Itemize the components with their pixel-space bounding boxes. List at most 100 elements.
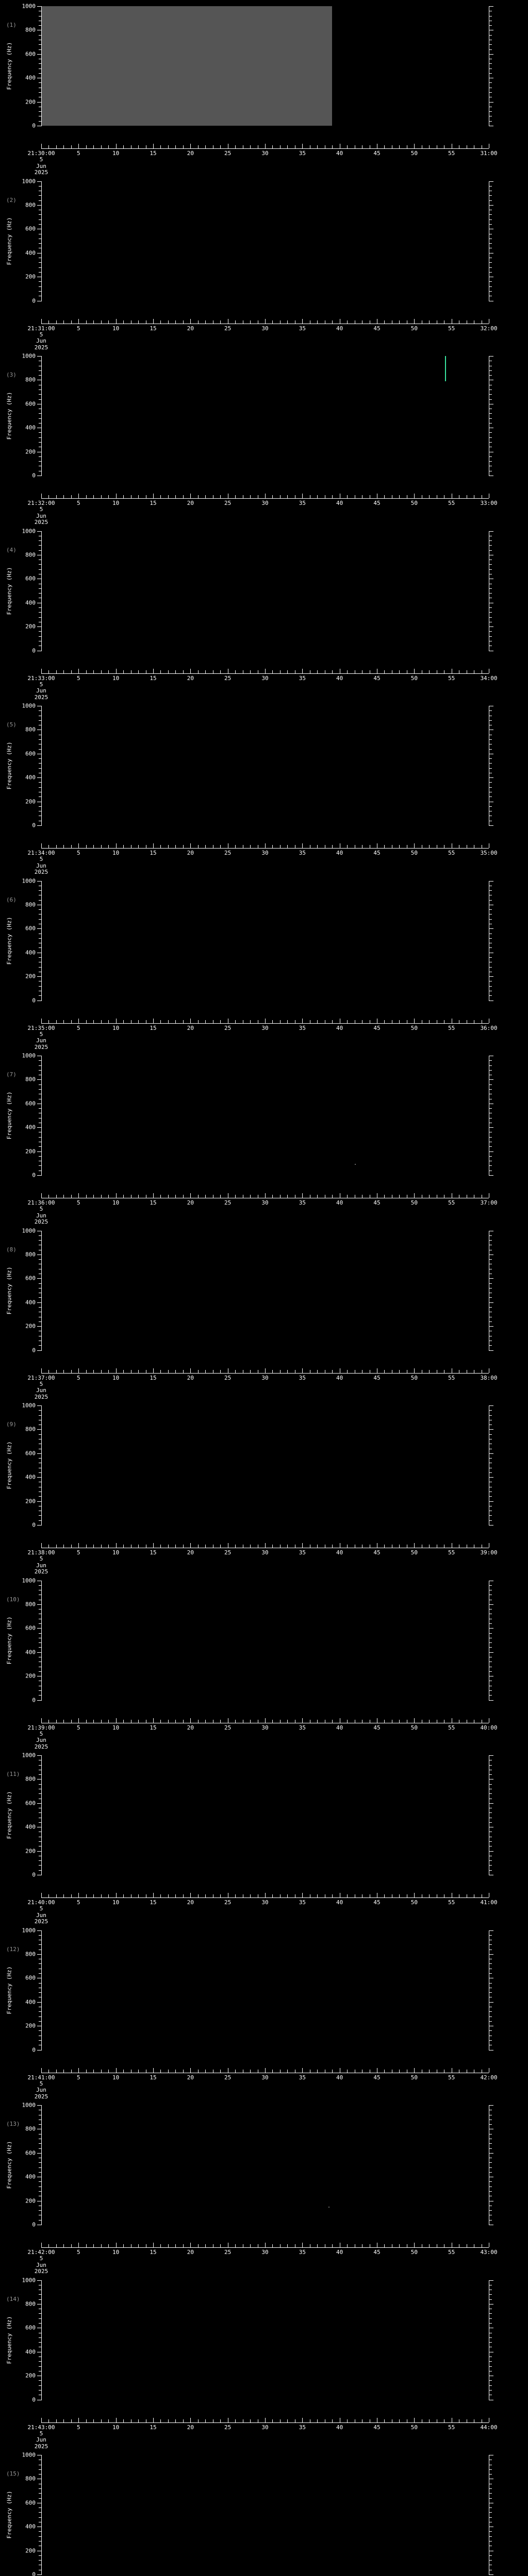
x-tick-minor bbox=[205, 2244, 206, 2247]
x-tick-label: 30 bbox=[261, 1724, 269, 1731]
y-tick-label: 1000 bbox=[22, 1402, 36, 1409]
plot-area bbox=[41, 2105, 489, 2225]
date-line: Jun bbox=[36, 687, 46, 694]
x-tick-minor bbox=[93, 495, 94, 498]
x-tick-minor bbox=[332, 320, 333, 324]
x-axis: 21:40:00 5 10 15 20 25 30 35 40 45 50 55 41:00 5 Jun 20… bbox=[28, 1893, 498, 1925]
x-tick-label: 50 bbox=[410, 1549, 418, 1556]
date-line: 5 bbox=[39, 2430, 43, 2437]
y-tick-minor bbox=[39, 1060, 42, 1061]
y-tick-minor bbox=[39, 413, 42, 414]
y-axis-left: 0 200 400 600 800 1000 bbox=[22, 2452, 42, 2576]
y-tick-minor bbox=[489, 2210, 492, 2211]
x-tick-minor bbox=[138, 1369, 139, 1373]
y-tick-minor bbox=[39, 806, 42, 807]
x-tick-minor bbox=[86, 845, 87, 848]
y-tick-minor bbox=[489, 617, 492, 618]
y-tick-minor bbox=[39, 2555, 42, 2556]
date-line: 2025 bbox=[34, 344, 48, 351]
x-tick-label: 5 bbox=[77, 674, 80, 682]
x-tick-label: 20 bbox=[187, 674, 194, 682]
x-tick-minor bbox=[197, 2419, 199, 2422]
y-tick-minor bbox=[39, 967, 42, 968]
y-tick-minor bbox=[39, 111, 42, 112]
panel-number-label: (14) bbox=[6, 2295, 20, 2302]
y-tick-label: 1000 bbox=[22, 2102, 36, 2109]
x-tick-minor bbox=[123, 1719, 124, 1723]
y-tick-label: 400 bbox=[25, 1998, 36, 2006]
x-tick-label: 30 bbox=[261, 1549, 269, 1556]
x-tick-minor bbox=[175, 1719, 176, 1723]
y-tick-minor bbox=[489, 1623, 492, 1624]
y-tick-major bbox=[489, 2574, 493, 2575]
x-tick-minor bbox=[183, 1894, 184, 1897]
plot-area bbox=[41, 1580, 489, 1700]
x-tick-label: 25 bbox=[224, 2074, 232, 2081]
x-tick-minor bbox=[108, 2244, 109, 2247]
y-tick-minor bbox=[39, 564, 42, 565]
date-line: 2025 bbox=[34, 2268, 48, 2275]
x-tick-minor bbox=[183, 670, 184, 673]
x-tick-major bbox=[41, 1368, 42, 1373]
x-tick-minor bbox=[93, 1545, 94, 1548]
x-tick-minor bbox=[86, 670, 87, 673]
x-tick-major bbox=[78, 2417, 79, 2422]
x-axis: 21:35:00 5 10 15 20 25 30 35 40 45 50 55 36:00 5 Jun 20… bbox=[28, 1018, 498, 1050]
y-tick-minor bbox=[489, 2181, 492, 2182]
x-tick-label: 45 bbox=[373, 2249, 381, 2256]
x-tick-label: 5 bbox=[77, 325, 80, 332]
y-tick-minor bbox=[39, 1935, 42, 1936]
x-tick-major bbox=[302, 318, 303, 324]
y-tick-minor bbox=[489, 564, 492, 565]
x-tick-label: 10 bbox=[112, 1724, 120, 1731]
y-tick-minor bbox=[39, 1860, 42, 1861]
x-tick-label: 20 bbox=[187, 150, 194, 157]
y-tick-minor bbox=[39, 2507, 42, 2509]
y-tick-label: 200 bbox=[25, 2022, 36, 2029]
x-axis-end-label: 35:00 bbox=[480, 850, 498, 856]
y-tick-minor bbox=[39, 957, 42, 958]
x-tick-minor bbox=[108, 845, 109, 848]
y-tick-minor bbox=[39, 2361, 42, 2362]
panel-number-label: (5) bbox=[6, 721, 16, 728]
y-tick-label: 800 bbox=[25, 726, 36, 733]
x-tick-major bbox=[78, 1018, 79, 1023]
x-tick-minor bbox=[123, 495, 124, 498]
y-tick-minor bbox=[489, 272, 492, 273]
x-axis-end-label: 40:00 bbox=[480, 1724, 498, 1731]
y-tick-label: 0 bbox=[32, 1172, 36, 1179]
x-tick-label: 45 bbox=[373, 2074, 381, 2081]
y-tick-minor bbox=[489, 2299, 492, 2300]
y-tick-minor bbox=[489, 121, 492, 122]
x-tick-label: 50 bbox=[410, 150, 418, 157]
y-tick-label: 1000 bbox=[22, 352, 36, 360]
date-line: 5 bbox=[39, 1380, 43, 1387]
x-tick-label: 40 bbox=[336, 850, 343, 856]
x-axis-end-label: 43:00 bbox=[480, 2249, 498, 2256]
y-tick-minor bbox=[489, 919, 492, 920]
x-tick-major bbox=[190, 494, 191, 498]
x-tick-minor bbox=[429, 1545, 430, 1548]
y-tick-minor bbox=[489, 782, 492, 783]
y-tick-minor bbox=[489, 2474, 492, 2475]
y-tick-major bbox=[37, 1954, 42, 1955]
y-tick-label: 600 bbox=[25, 225, 36, 232]
date-line: 5 bbox=[39, 856, 43, 862]
y-tick-minor bbox=[489, 1963, 492, 1964]
y-tick-major bbox=[489, 54, 493, 55]
y-tick-major bbox=[489, 1652, 493, 1653]
x-tick-minor bbox=[287, 495, 288, 498]
x-tick-label: 25 bbox=[224, 1724, 232, 1731]
y-tick-minor bbox=[489, 1585, 492, 1586]
x-tick-minor bbox=[287, 1545, 288, 1548]
x-tick-minor bbox=[56, 1894, 57, 1897]
y-tick-minor bbox=[39, 1165, 42, 1166]
x-tick-minor bbox=[101, 2419, 102, 2422]
y-tick-major bbox=[37, 1779, 42, 1780]
y-tick-major bbox=[489, 928, 493, 929]
x-tick-label: 10 bbox=[112, 1374, 120, 1381]
x-tick-major bbox=[41, 318, 42, 324]
panel-number-label: (1) bbox=[6, 22, 16, 28]
y-tick-label: 800 bbox=[25, 376, 36, 383]
y-tick-minor bbox=[489, 82, 492, 83]
